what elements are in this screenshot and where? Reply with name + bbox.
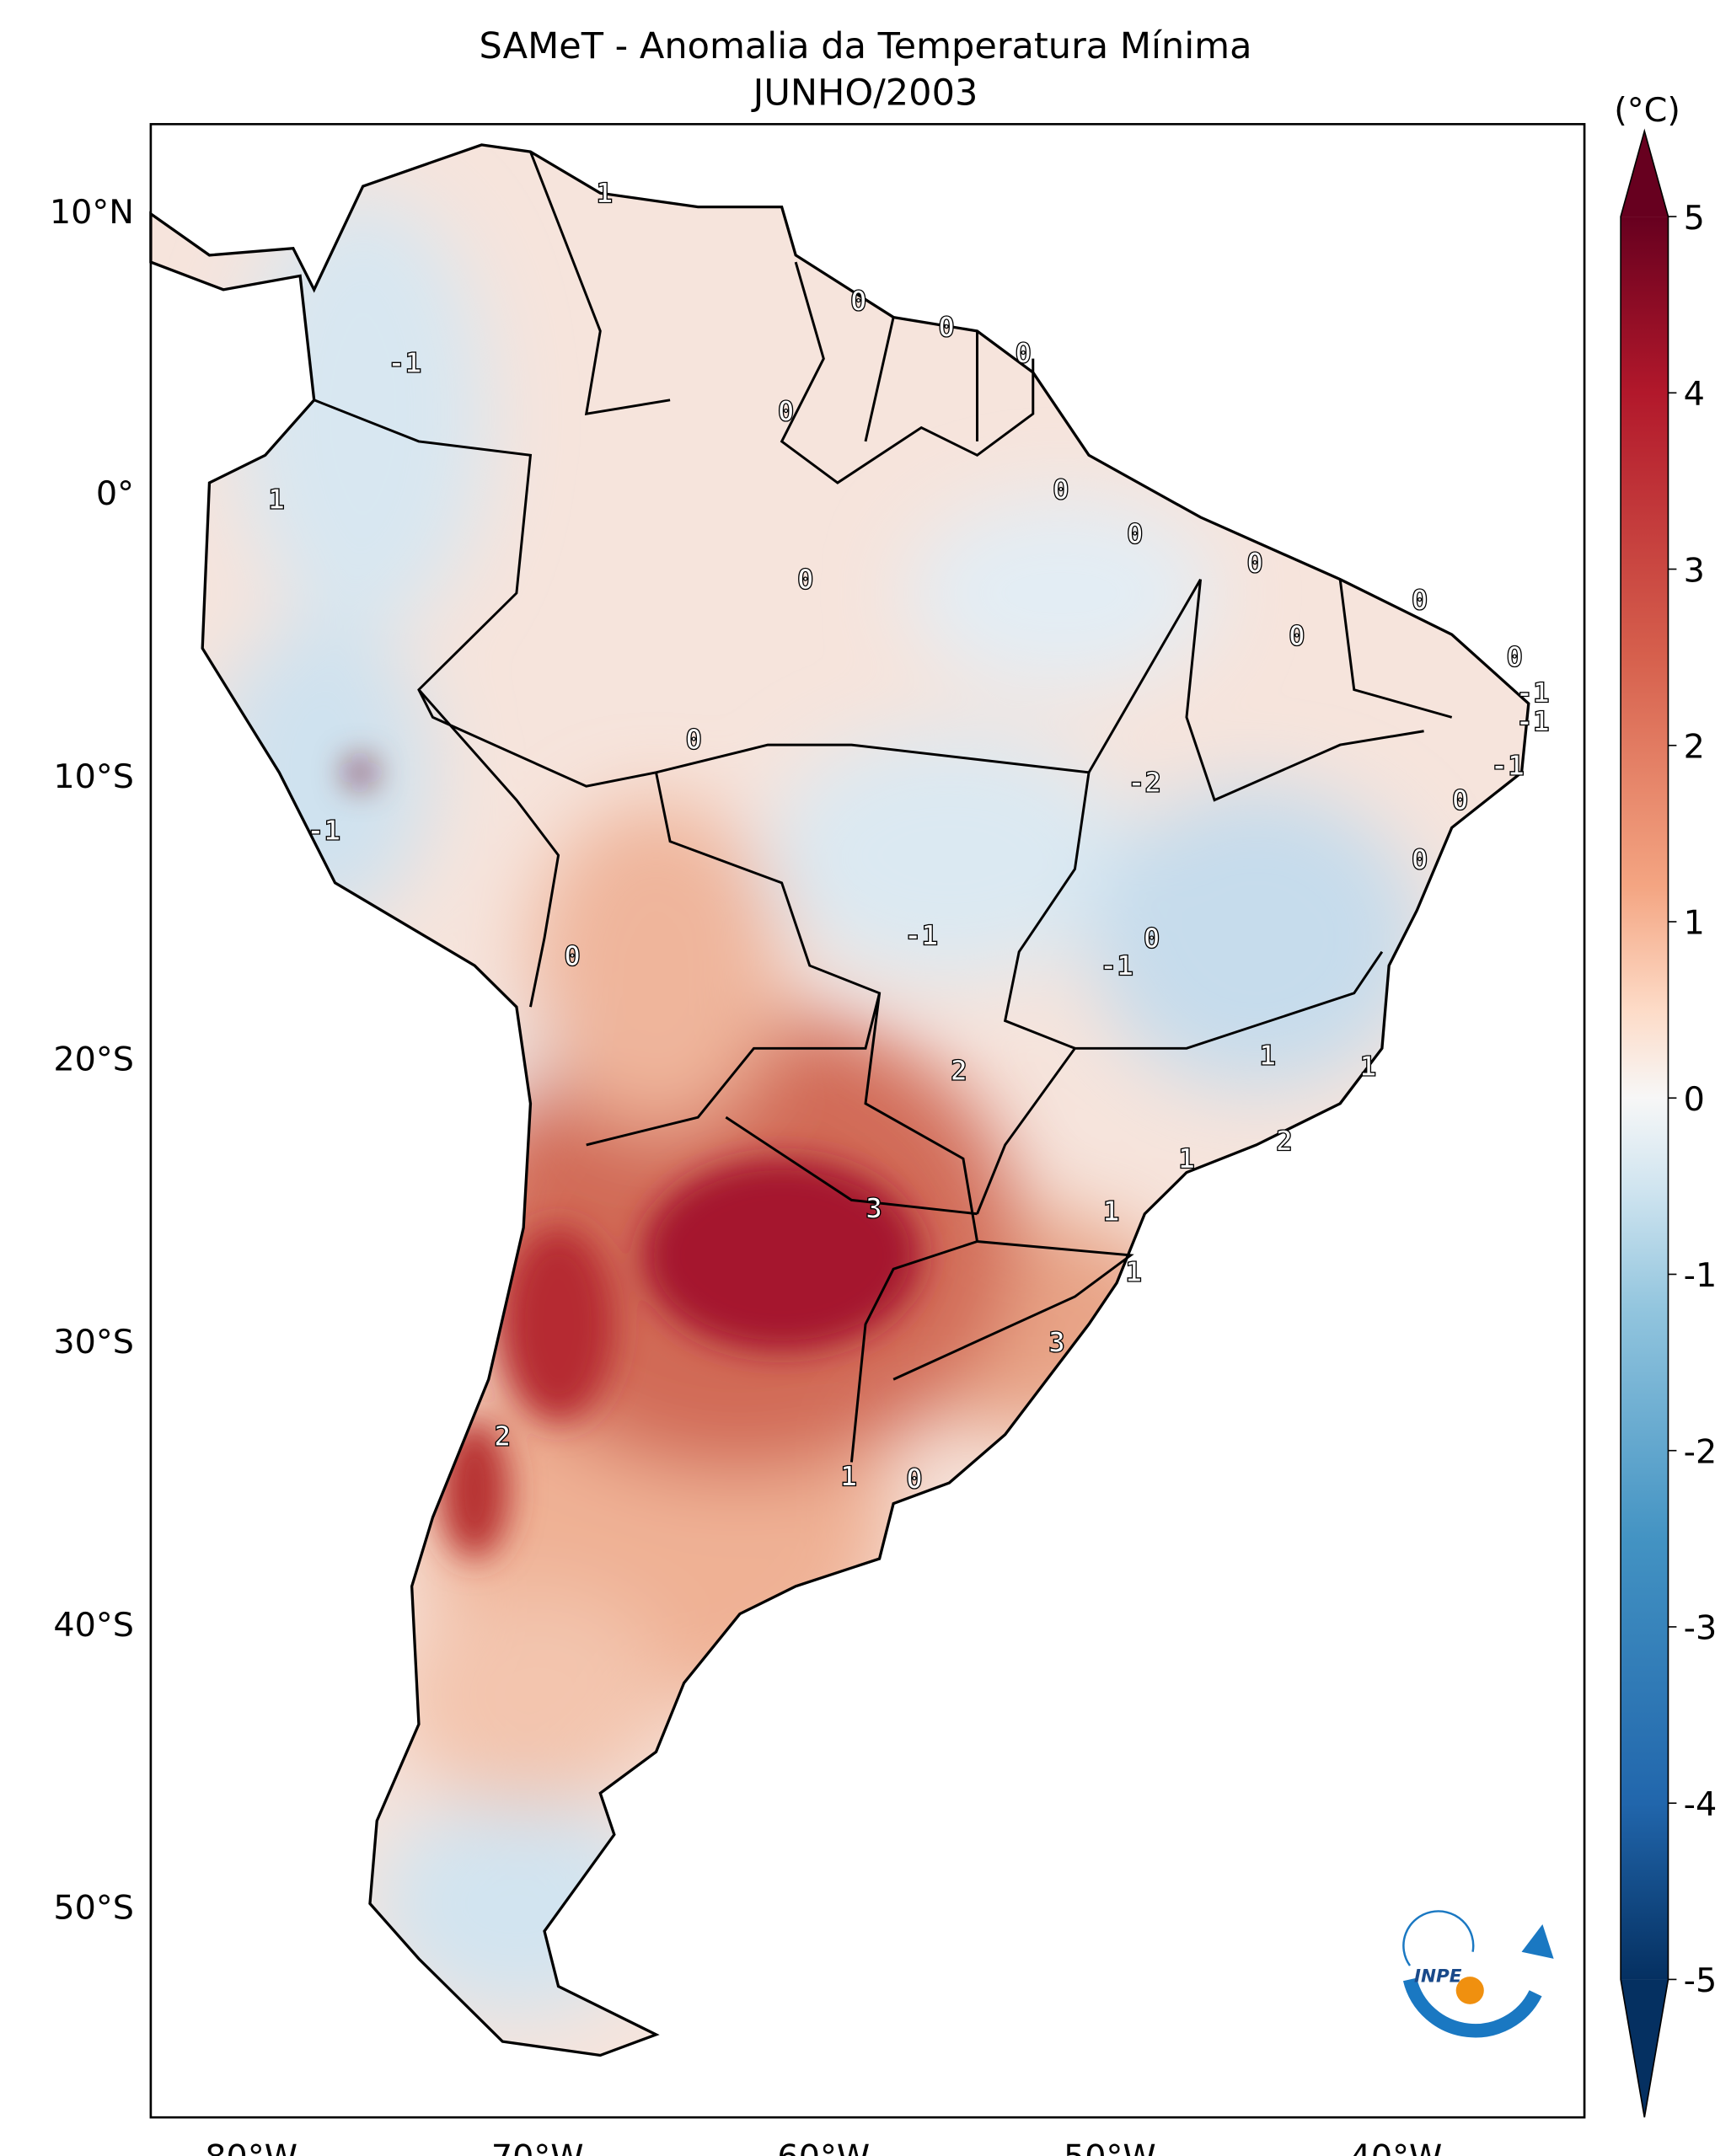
contour-label: 1 [596, 177, 613, 210]
map-field [150, 144, 1529, 2056]
anomaly-hot-peru [347, 758, 373, 787]
colorbar-tick-label: 4 [1684, 375, 1705, 414]
contour-label: -1 [1491, 749, 1525, 782]
colorbar-tick-label: 1 [1684, 904, 1705, 943]
y-tick-label: 40°S [53, 1606, 134, 1645]
contour-label: 1 [840, 1459, 857, 1492]
x-tick-label: 70°W [491, 2138, 584, 2156]
colorbar-tick-label: 5 [1684, 199, 1705, 238]
colorbar-extend-max [1621, 131, 1669, 217]
contour-label: 1 [1125, 1255, 1142, 1288]
contour-label: -1 [904, 919, 938, 952]
contour-label: 1 [1359, 1050, 1376, 1083]
contour-label: 1 [1178, 1142, 1195, 1175]
contour-label: -1 [388, 346, 421, 379]
colorbar-tick-label: 2 [1684, 728, 1705, 767]
contour-label: 0 [1412, 843, 1428, 876]
contour-label: 0 [850, 285, 867, 318]
colorbar-tick-label: -3 [1684, 1609, 1718, 1648]
anomaly-hot-core [641, 1158, 922, 1352]
colorbar-tick-label: -5 [1684, 1961, 1718, 2000]
y-tick-label: 10°N [50, 193, 134, 232]
anomaly-warm-south [390, 1586, 671, 1807]
contour-label: 0 [685, 723, 702, 756]
x-tick-label: 50°W [1064, 2138, 1156, 2156]
contour-label: 0 [1144, 922, 1160, 955]
y-tick-label: 50°S [53, 1889, 134, 1928]
contour-label: 1 [1103, 1195, 1120, 1228]
y-axis: 10°N 0° 10°S 20°S 30°S 40°S 50°S [50, 193, 134, 1927]
contour-label: 0 [778, 395, 795, 428]
anomaly-cool-west [209, 620, 433, 924]
anomaly-hot-andes [502, 1228, 614, 1421]
contour-label: 0 [1127, 517, 1144, 550]
colorbar-tick-label: -4 [1684, 1785, 1718, 1824]
colorbar-extend-min [1621, 1979, 1669, 2118]
anomaly-cool-patagonia [377, 1793, 656, 2014]
logo-text: INPE [1414, 1966, 1462, 1987]
contour-label: -1 [307, 814, 340, 847]
contour-label: -1 [1516, 705, 1550, 738]
anomaly-cool-northeast [907, 496, 1215, 690]
y-tick-label: 30°S [53, 1323, 134, 1362]
y-tick-label: 20°S [53, 1041, 134, 1079]
anomaly-cool-northwest [237, 193, 489, 635]
x-axis: 80°W 70°W 60°W 50°W 40°W [205, 2138, 1442, 2156]
contour-label: 0 [1412, 584, 1428, 617]
contour-label: 2 [951, 1054, 967, 1087]
contour-label: -2 [1128, 766, 1161, 799]
chart-subtitle: JUNHO/2003 [751, 72, 978, 115]
colorbar: (°C) 5 4 3 2 1 0 -1 -2 -3 -4 -5 [1614, 91, 1718, 2118]
inpe-logo: INPE [1402, 1910, 1554, 2038]
anomaly-warm-corridor [530, 800, 782, 1131]
contour-label: -1 [1516, 677, 1550, 709]
colorbar-tick-label: -1 [1684, 1256, 1718, 1295]
contour-label: 0 [1015, 337, 1032, 370]
y-tick-label: 0° [96, 474, 134, 513]
colorbar-unit-label: (°C) [1614, 91, 1680, 130]
contour-label: 0 [1289, 619, 1305, 652]
x-tick-label: 40°W [1350, 2138, 1443, 2156]
contour-label: 2 [494, 1420, 511, 1452]
colorbar-tick-label: 0 [1684, 1080, 1705, 1119]
country-borders [314, 151, 1453, 1463]
x-tick-label: 60°W [777, 2138, 870, 2156]
contour-label: 0 [906, 1463, 923, 1495]
chart-title: SAMeT - Anomalia da Temperatura Mínima [480, 25, 1252, 67]
y-tick-label: 10°S [53, 757, 134, 796]
contour-label: 1 [268, 483, 285, 516]
anomaly-cool-central-brazil [768, 730, 1131, 980]
anomaly-cool-east-brazil [1089, 786, 1424, 1090]
colorbar-tick-label: 3 [1684, 551, 1705, 590]
contour-label: 0 [1053, 473, 1069, 506]
contour-label: 3 [1048, 1326, 1065, 1359]
x-tick-label: 80°W [205, 2138, 297, 2156]
colorbar-tick-label: -2 [1684, 1433, 1718, 1472]
contour-label: 3 [866, 1192, 882, 1225]
contour-label: 1 [1259, 1039, 1276, 1072]
contour-label: 0 [938, 311, 955, 344]
contour-label: 0 [1246, 547, 1263, 580]
contour-label: -1 [1100, 950, 1133, 982]
colorbar-bar [1621, 217, 1669, 1980]
contour-label: 0 [1506, 640, 1523, 673]
contour-label: 2 [1276, 1125, 1293, 1158]
map-frame [149, 123, 1586, 2119]
contour-label: 0 [564, 939, 581, 972]
contour-label: 0 [797, 563, 814, 596]
contour-label: 0 [1452, 784, 1469, 816]
